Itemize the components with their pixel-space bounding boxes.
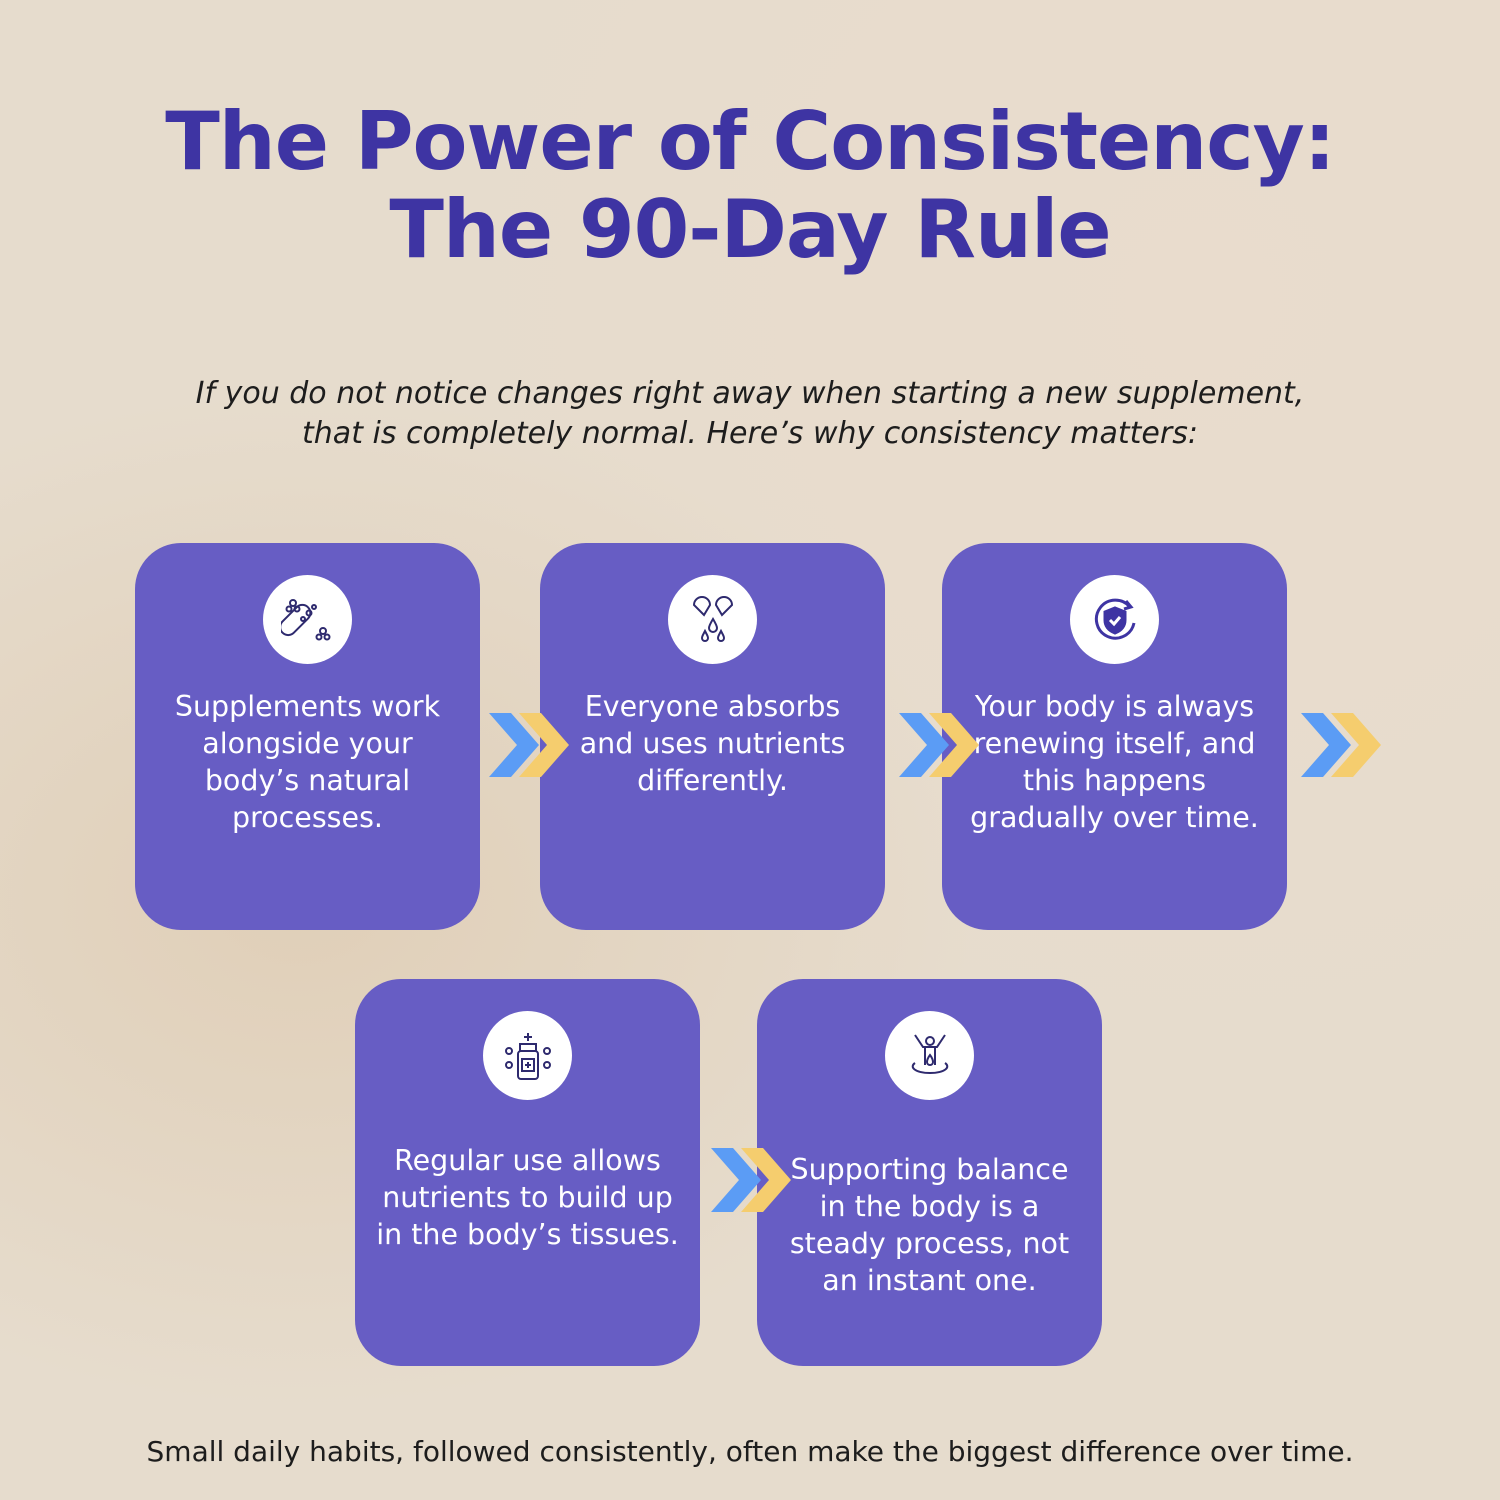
shield-renew-icon: [1070, 575, 1159, 664]
info-card-3: Your body is always renewing itself, and…: [942, 543, 1287, 930]
chevron-arrow-icon: [899, 713, 979, 777]
subtitle: If you do not notice changes right away …: [0, 374, 1500, 454]
page-title: The Power of Consistency: The 90-Day Rul…: [0, 98, 1500, 274]
info-card-2: Everyone absorbs and uses nutrients diff…: [540, 543, 885, 930]
subtitle-line-1: If you do not notice changes right away …: [195, 376, 1305, 411]
chevron-arrow-icon: [1301, 713, 1381, 777]
card-text: Everyone absorbs and uses nutrients diff…: [579, 690, 846, 797]
card-text: Supplements work alongside your body’s n…: [174, 690, 441, 834]
chevron-arrow-icon: [711, 1148, 791, 1212]
footer-note: Small daily habits, followed consistentl…: [146, 1435, 1354, 1468]
capsule-drops-icon: [668, 575, 757, 664]
capsule-molecules-icon: [263, 575, 352, 664]
info-card-4: Regular use allows nutrients to build up…: [355, 979, 700, 1366]
balanced-person-icon: [885, 1011, 974, 1100]
subtitle-line-2: that is completely normal. Here’s why co…: [302, 416, 1198, 451]
title-line-1: The Power of Consistency:: [165, 95, 1336, 188]
card-text: Regular use allows nutrients to build up…: [376, 1144, 679, 1251]
card-text: Supporting balance in the body is a stea…: [789, 1153, 1070, 1297]
card-text: Your body is always renewing itself, and…: [970, 690, 1259, 834]
chevron-arrow-icon: [489, 713, 569, 777]
title-line-2: The 90-Day Rule: [389, 183, 1111, 276]
info-card-1: Supplements work alongside your body’s n…: [135, 543, 480, 930]
info-card-5: Supporting balance in the body is a stea…: [757, 979, 1102, 1366]
supplement-bottle-icon: [483, 1011, 572, 1100]
